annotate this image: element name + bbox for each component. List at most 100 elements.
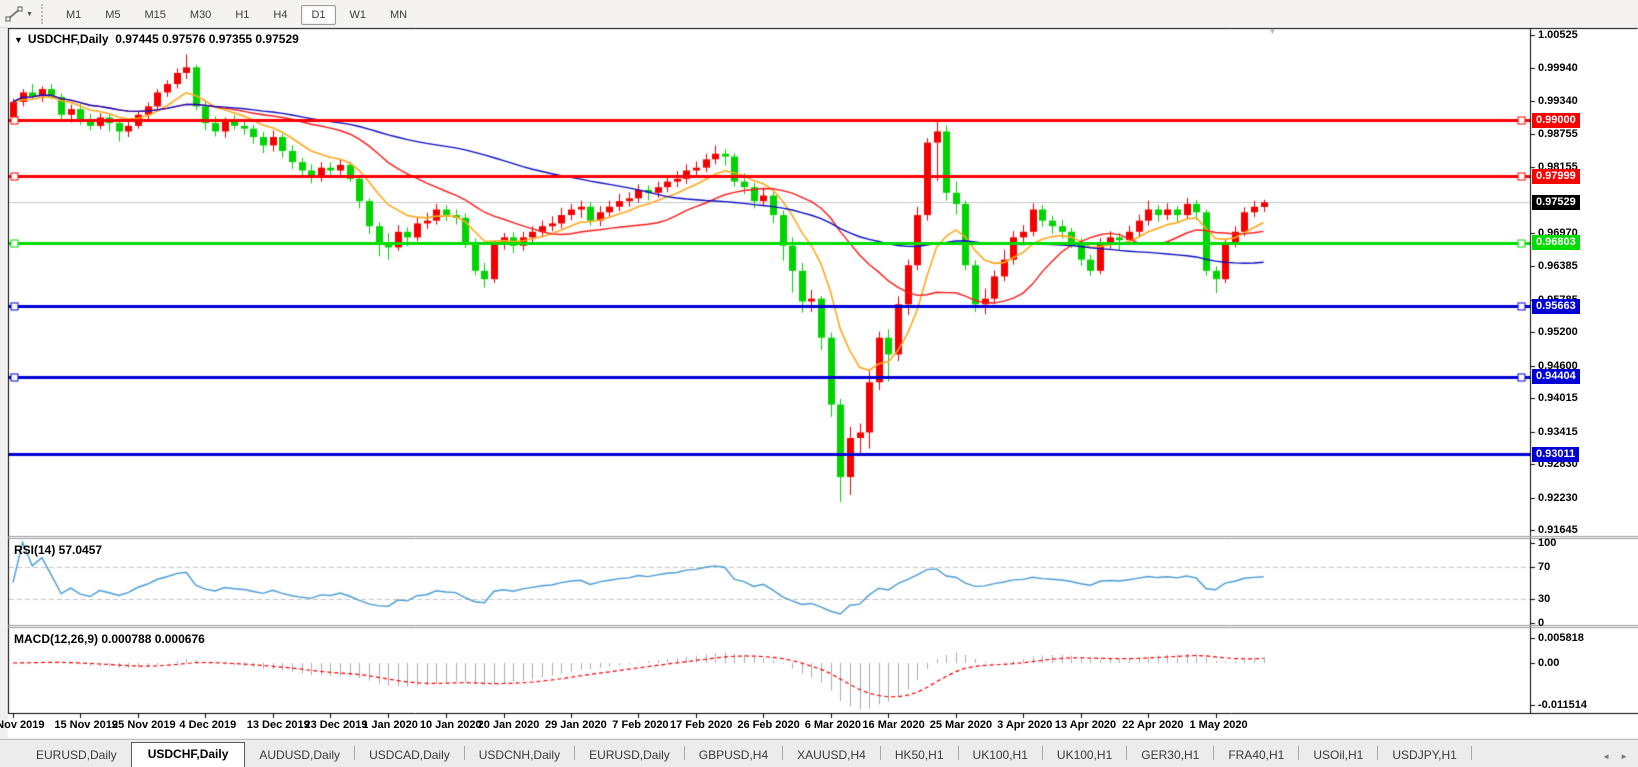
date-tick-label: 13 Dec 2019: [246, 719, 310, 731]
price-tick-label: 0.99340: [1538, 95, 1578, 108]
tab-scroll-nav: ◄ ►: [1602, 752, 1628, 761]
date-tick-label: 25 Mar 2020: [929, 719, 993, 731]
price-tick-label: 0.94600: [1538, 359, 1578, 372]
hline-price-label[interactable]: 0.99000: [1532, 112, 1580, 128]
timeframe-button-m1[interactable]: M1: [65, 8, 82, 21]
tab-separator: [683, 746, 685, 760]
chart-menu-icon[interactable]: ▼: [14, 35, 23, 45]
date-tick-label: 15 Nov 2019: [54, 719, 118, 731]
timeframe-button-m30[interactable]: M30: [189, 8, 212, 21]
tab-separator: [463, 746, 465, 760]
date-tick-label: 20 Jan 2020: [477, 719, 540, 731]
tab-scroll-left-icon[interactable]: ◄: [1602, 752, 1611, 761]
date-tick-label: 17 Feb 2020: [670, 719, 733, 731]
hline-price-label[interactable]: 0.95663: [1532, 298, 1580, 314]
timeframe-buttons: M1 M5 M15 M30 H1 H4 D1 W1 MN: [54, 4, 419, 25]
date-tick-label: 22 Apr 2020: [1122, 719, 1184, 731]
price-tick-label: 0.98755: [1538, 127, 1578, 140]
date-tick-label: 3 Apr 2020: [997, 719, 1053, 731]
date-tick-label: 25 Nov 2019: [112, 719, 176, 731]
chart-symbol-period: USDCHF,Daily: [27, 32, 109, 46]
timeframe-button-h4[interactable]: H4: [273, 8, 288, 21]
hline-price-label[interactable]: 0.94404: [1532, 369, 1580, 384]
tab-separator: [782, 746, 784, 760]
tab-separator: [354, 746, 356, 760]
chart-tab[interactable]: GBPUSD,H4: [698, 748, 769, 762]
date-tick-label: 6 Nov 2019: [0, 719, 45, 731]
chart-tabs: EURUSD,Daily USDCHF,Daily AUDUSD,Daily USDC…: [22, 742, 1472, 767]
rsi-tick-label: 30: [1538, 592, 1551, 605]
chart-tab[interactable]: UK100,H1: [972, 748, 1028, 762]
chart-tab[interactable]: USOil,H1: [1313, 748, 1364, 762]
chart-tab-bar: EURUSD,Daily USDCHF,Daily AUDUSD,Daily USDC…: [0, 739, 1638, 767]
chart-title[interactable]: ▼ USDCHF,Daily 0.97445 0.97576 0.97355 0.…: [14, 32, 299, 46]
chart-tab[interactable]: UK100,H1: [1056, 748, 1113, 762]
chart-tab[interactable]: HK50,H1: [894, 748, 944, 762]
rsi-tick-label: 70: [1538, 560, 1551, 573]
chart-tab[interactable]: USDJPY,H1: [1392, 748, 1457, 762]
chart-tab[interactable]: FRA40,H1: [1228, 748, 1285, 762]
tool-dropdown-icon[interactable]: ▼: [26, 11, 33, 18]
price-tick-label: 0.96385: [1538, 260, 1578, 273]
chart-tab[interactable]: USDCNH,Daily: [478, 748, 561, 762]
hline-price-label[interactable]: 0.97999: [1532, 168, 1580, 184]
tab-separator: [1126, 746, 1128, 760]
date-tick-label: 6 Mar 2020: [804, 719, 861, 731]
chart-tab[interactable]: XAUUSD,H4: [797, 748, 866, 762]
date-tick-label: 1 May 2020: [1189, 719, 1248, 731]
timeframe-button-mn[interactable]: MN: [390, 8, 408, 21]
price-tick-label: 0.99940: [1538, 61, 1578, 74]
date-tick-label: 13 Apr 2020: [1054, 719, 1117, 731]
price-tick-label: 0.91645: [1538, 524, 1578, 537]
timeframe-button-d1[interactable]: D1: [301, 4, 336, 25]
tab-separator: [574, 746, 576, 760]
timeframe-button-m5[interactable]: M5: [105, 8, 121, 21]
price-tick-label: 0.93415: [1538, 425, 1578, 438]
chart-tab[interactable]: AUDUSD,Daily: [259, 748, 341, 762]
rsi-tick-label: 100: [1538, 536, 1557, 549]
rsi-tick-label: 0: [1538, 616, 1545, 629]
price-tick-label: 0.94015: [1538, 392, 1578, 405]
timeframe-toolbar: ▼ M1 M5 M15 M30 H1 H4 D1 W1 MN: [0, 0, 1638, 28]
tab-scroll-right-icon[interactable]: ►: [1620, 752, 1628, 761]
date-tick-label: 1 Jan 2020: [362, 719, 418, 731]
current-price-label: 0.97529: [1532, 194, 1580, 210]
date-tick-label: 29 Jan 2020: [544, 719, 607, 731]
date-tick-label: 23 Dec 2019: [304, 719, 368, 731]
tab-separator: [1298, 746, 1300, 760]
tab-separator: [957, 746, 959, 760]
date-tick-label: 4 Dec 2019: [179, 719, 237, 731]
price-tick-label: 0.92230: [1538, 491, 1578, 504]
date-tick-label: 10 Jan 2020: [419, 719, 482, 731]
tab-separator: [1041, 746, 1043, 760]
chart-tab[interactable]: GER30,H1: [1141, 748, 1200, 762]
price-tick-label: 1.00525: [1538, 29, 1578, 42]
timeframe-button-w1[interactable]: W1: [349, 8, 367, 21]
hline-price-label[interactable]: 0.93011: [1532, 446, 1580, 462]
chart-ohlc-values: 0.97445 0.97576 0.97355 0.97529: [115, 32, 299, 46]
tab-separator: [1470, 746, 1472, 760]
date-tick-label: 26 Feb 2020: [737, 719, 800, 731]
tab-separator: [1377, 746, 1379, 760]
chart-tab[interactable]: USDCAD,Daily: [369, 748, 450, 762]
macd-indicator-label: MACD(12,26,9) 0.000788 0.000676: [14, 632, 205, 646]
crosshair-tool-icon[interactable]: [5, 5, 25, 23]
date-tick-label: 7 Feb 2020: [612, 719, 669, 731]
macd-tick-label: 0.005818: [1538, 632, 1584, 645]
price-tick-label: 0.95200: [1538, 326, 1578, 339]
macd-tick-label: 0.00: [1538, 657, 1560, 669]
tab-separator: [879, 746, 881, 760]
tab-separator: [1213, 746, 1215, 760]
timeframe-button-m15[interactable]: M15: [144, 8, 166, 21]
date-tick-label: 16 Mar 2020: [862, 719, 925, 731]
chart-tab[interactable]: EURUSD,Daily: [589, 748, 670, 762]
toolbar-grip[interactable]: [40, 3, 46, 24]
chart-tab[interactable]: USDCHF,Daily: [130, 742, 246, 767]
hline-price-label[interactable]: 0.96803: [1532, 235, 1580, 251]
chart-tab[interactable]: EURUSD,Daily: [36, 748, 117, 762]
rsi-indicator-label: RSI(14) 57.0457: [14, 543, 103, 557]
timeframe-button-h1[interactable]: H1: [235, 8, 250, 21]
